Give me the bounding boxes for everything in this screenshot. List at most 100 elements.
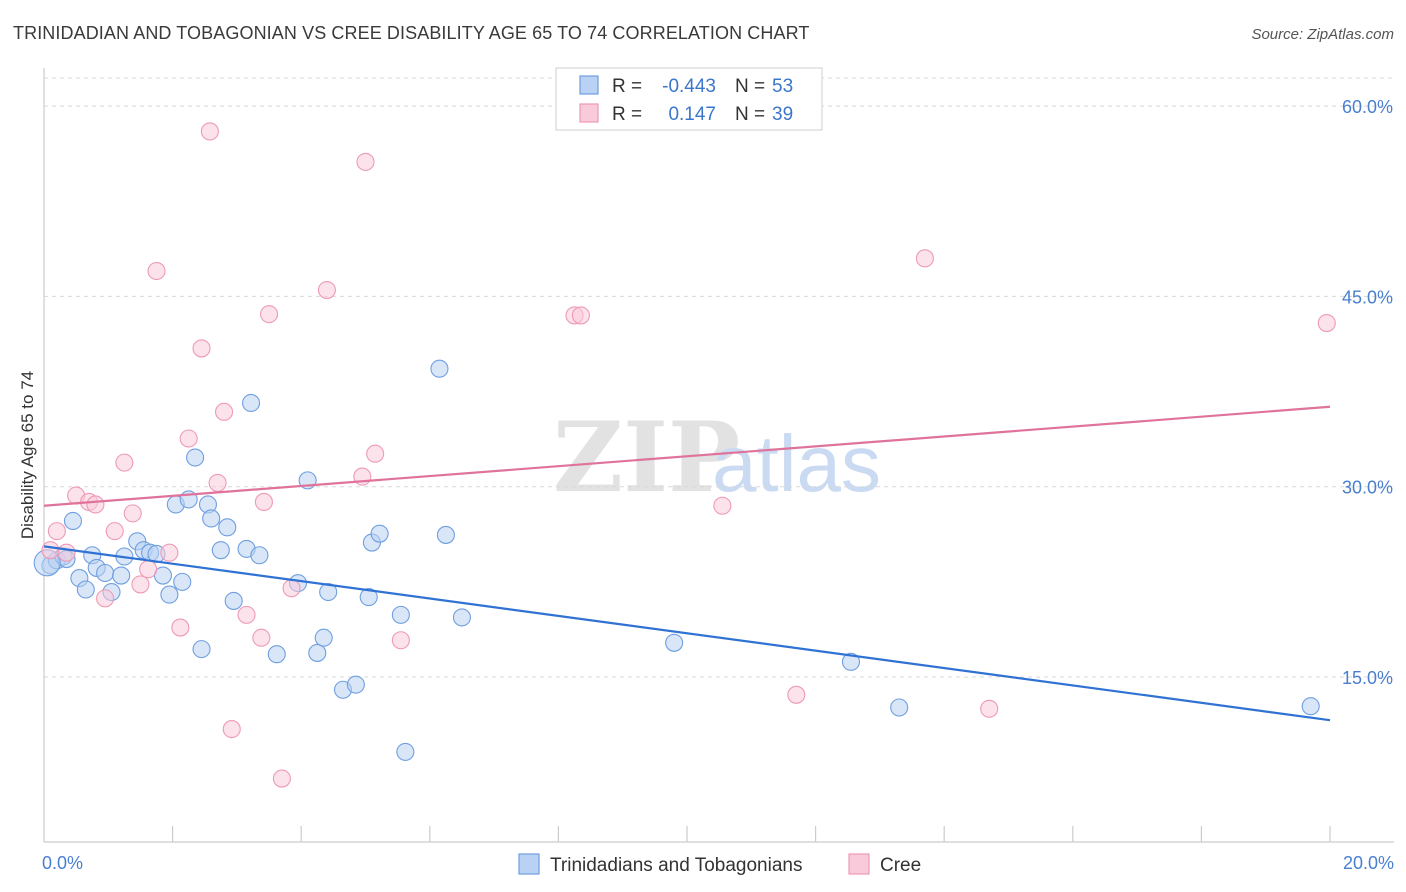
legend-n-label-2: N = <box>735 104 765 125</box>
point-cree-5 <box>86 495 105 514</box>
point-trinidadian-31 <box>250 546 269 565</box>
point-cree-11 <box>139 560 158 579</box>
point-trinidadian-47 <box>452 608 472 627</box>
point-cree-16 <box>192 339 211 358</box>
point-trinidadian-37 <box>319 582 338 602</box>
point-trinidadian-48 <box>665 633 684 652</box>
point-cree-1 <box>47 522 66 541</box>
point-trinidadian-9 <box>96 563 115 583</box>
point-cree-36 <box>915 249 934 268</box>
series-legend-label-blue: Trinidadians and Tobagonians <box>550 855 802 876</box>
point-cree-0 <box>41 541 60 560</box>
point-cree-10 <box>131 575 150 594</box>
trend-lines <box>43 405 1331 722</box>
point-trinidadian-6 <box>76 580 95 599</box>
point-trinidadian-45 <box>430 359 449 378</box>
legend-r-label-1: R = <box>612 76 642 97</box>
point-trinidadian-22 <box>186 448 205 467</box>
point-trinidadian-43 <box>391 605 410 624</box>
trend-line-cree <box>43 405 1331 507</box>
point-trinidadian-27 <box>218 518 237 537</box>
point-trinidadian-32 <box>267 645 286 664</box>
point-cree-31 <box>391 631 410 650</box>
point-trinidadian-4 <box>63 511 82 531</box>
point-cree-2 <box>57 543 76 562</box>
point-trinidadian-18 <box>160 585 179 604</box>
point-trinidadian-30 <box>241 393 261 413</box>
point-trinidadian-39 <box>346 675 365 694</box>
legend-r-value-1: -0.443 <box>662 76 716 97</box>
correlation-legend-box <box>555 67 823 131</box>
chart-source: Source: ZipAtlas.com <box>1251 26 1394 43</box>
point-cree-38 <box>1317 313 1336 333</box>
point-cree-21 <box>237 605 256 624</box>
point-trinidadian-11 <box>112 566 131 585</box>
x-axis-tick-marks <box>172 826 1331 842</box>
y-tick-label-1: 30.0% <box>1342 478 1393 498</box>
point-cree-12 <box>147 261 166 281</box>
point-trinidadian-25 <box>202 509 221 528</box>
series-legend-label-pink: Cree <box>880 855 921 876</box>
point-cree-35 <box>787 685 806 704</box>
series-legend-swatch-pink <box>848 853 870 875</box>
y-axis-label: Disability Age 65 to 74 <box>18 371 37 539</box>
point-cree-37 <box>980 699 999 718</box>
y-tick-label-0: 15.0% <box>1342 668 1393 688</box>
point-cree-20 <box>222 720 241 739</box>
correlation-legend: R = -0.443 N = 53 R = 0.147 N = 39 <box>555 67 823 131</box>
point-trinidadian-36 <box>314 628 333 647</box>
point-cree-19 <box>214 402 234 421</box>
series-legend-swatch-blue <box>518 853 540 875</box>
point-cree-26 <box>282 579 301 598</box>
series-legend: Trinidadians and Tobagonians Cree <box>518 853 921 876</box>
point-trinidadian-40 <box>359 588 378 607</box>
x-tick-label-left: 0.0% <box>42 853 83 873</box>
point-cree-14 <box>171 618 190 637</box>
point-trinidadian-26 <box>211 541 230 560</box>
point-cree-6 <box>96 589 115 608</box>
legend-r-value-2: 0.147 <box>668 104 716 125</box>
point-cree-34 <box>713 496 732 515</box>
legend-swatch-pink <box>579 103 599 123</box>
point-cree-9 <box>123 504 142 523</box>
point-cree-18 <box>208 473 227 492</box>
point-cree-15 <box>179 429 198 448</box>
point-trinidadian-28 <box>224 591 243 610</box>
point-trinidadian-20 <box>173 572 192 591</box>
point-cree-22 <box>252 628 271 647</box>
point-trinidadian-49 <box>841 652 861 671</box>
watermark: ZIP atlas <box>553 401 881 514</box>
point-cree-29 <box>356 152 375 171</box>
point-cree-13 <box>160 543 179 562</box>
chart-title: TRINIDADIAN AND TOBAGONIAN VS CREE DISAB… <box>13 23 809 43</box>
point-cree-30 <box>366 444 385 463</box>
point-trinidadian-46 <box>436 525 455 544</box>
point-trinidadian-42 <box>370 524 389 543</box>
point-cree-7 <box>105 522 124 541</box>
legend-r-label-2: R = <box>612 104 642 125</box>
point-cree-17 <box>200 122 219 141</box>
point-trinidadian-23 <box>192 640 211 659</box>
point-cree-25 <box>272 769 291 788</box>
point-trinidadian-51 <box>1301 697 1320 716</box>
legend-swatch-blue <box>579 75 599 95</box>
grid-lines <box>44 77 1394 678</box>
x-tick-label-right: 20.0% <box>1343 853 1394 873</box>
watermark-zip: ZIP <box>553 401 740 514</box>
legend-n-label-1: N = <box>735 76 765 97</box>
point-cree-27 <box>317 280 336 300</box>
point-cree-33 <box>571 306 590 325</box>
y-tick-label-2: 45.0% <box>1342 287 1393 307</box>
legend-n-value-2: 39 <box>772 104 793 125</box>
point-cree-23 <box>254 492 273 511</box>
point-cree-8 <box>115 453 134 472</box>
point-trinidadian-44 <box>396 742 415 761</box>
watermark-atlas: atlas <box>712 419 881 508</box>
point-trinidadian-35 <box>308 643 327 662</box>
trend-line-trinidadian <box>43 545 1331 722</box>
legend-n-value-1: 53 <box>772 76 793 97</box>
y-tick-label-3: 60.0% <box>1342 97 1393 117</box>
point-cree-24 <box>259 305 279 324</box>
point-trinidadian-50 <box>890 698 909 717</box>
